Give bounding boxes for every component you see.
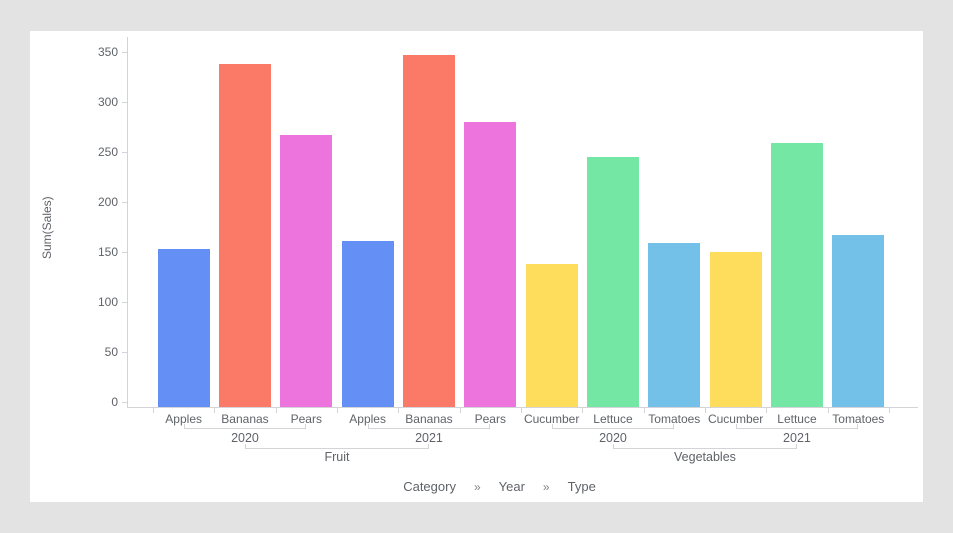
- bar-apples-2020[interactable]: [157, 249, 210, 407]
- y-tick-mark: [122, 152, 127, 153]
- x-tick-type-label: Cucumber: [523, 412, 580, 426]
- x-tick-category-label: Fruit: [324, 450, 350, 464]
- year-bracket-stub: [183, 424, 185, 428]
- year-bracket: [183, 428, 307, 429]
- x-tick-mark: [398, 407, 400, 413]
- year-bracket-stub: [551, 424, 553, 428]
- y-tick-label: 0: [111, 395, 118, 409]
- x-tick-mark: [214, 407, 216, 413]
- x-tick-mark: [643, 407, 645, 413]
- y-axis-line: [127, 37, 128, 407]
- bar-bananas-2020[interactable]: [218, 64, 271, 407]
- x-tick-type-label: Cucumber: [707, 412, 764, 426]
- x-axis-line: [127, 407, 918, 408]
- x-tick-type-label: Pears: [474, 412, 506, 426]
- y-tick-mark: [122, 302, 127, 303]
- bar-apples-2021[interactable]: [341, 241, 394, 407]
- chart-card: Sum(Sales) 0 50 100 150 200 250 300 350 Apples Ba…: [30, 31, 923, 502]
- year-bracket-stub: [857, 424, 859, 428]
- x-tick-mark: [827, 407, 829, 413]
- x-tick-year-label: 2021: [783, 431, 811, 445]
- x-tick-mark: [888, 407, 890, 413]
- bar-bananas-2021[interactable]: [402, 55, 455, 407]
- plot-area: 0 50 100 150 200 250 300 350 Apples Bananas Pears 2…: [30, 31, 923, 502]
- x-tick-type-label: Bananas: [405, 412, 453, 426]
- y-tick-mark: [122, 402, 127, 403]
- bar-tomatoes-2021[interactable]: [832, 235, 885, 407]
- year-bracket-stub: [489, 424, 491, 428]
- bar-cucumber-2020[interactable]: [525, 264, 578, 407]
- breadcrumb-year[interactable]: Year: [498, 479, 525, 494]
- x-tick-year-label: 2020: [231, 431, 259, 445]
- year-bracket: [367, 428, 491, 429]
- y-tick-mark: [122, 252, 127, 253]
- breadcrumb-type[interactable]: Type: [567, 479, 596, 494]
- breadcrumb-separator-icon: »: [473, 479, 481, 494]
- x-tick-mark: [520, 407, 522, 413]
- y-tick-label: 200: [97, 195, 118, 209]
- x-tick-type-label: Pears: [290, 412, 322, 426]
- x-tick-type-label: Lettuce: [593, 412, 633, 426]
- bar-pears-2021[interactable]: [464, 122, 517, 407]
- x-tick-mark: [582, 407, 584, 413]
- bar-lettuce-2021[interactable]: [770, 143, 823, 407]
- x-tick-mark: [704, 407, 706, 413]
- x-tick-year-label: 2021: [415, 431, 443, 445]
- bar-cucumber-2021[interactable]: [709, 252, 762, 407]
- year-bracket-stub: [735, 424, 737, 428]
- y-tick-label: 100: [97, 295, 118, 309]
- y-tick-label: 150: [97, 245, 118, 259]
- x-axis-breadcrumb: Category » Year » Type: [76, 479, 923, 494]
- y-tick-mark: [122, 52, 127, 53]
- category-bracket: [612, 448, 797, 449]
- x-tick-type-label: Apples: [165, 412, 203, 426]
- bar-tomatoes-2020[interactable]: [648, 243, 701, 407]
- breadcrumb-separator-icon: »: [542, 479, 550, 494]
- category-bracket-stub: [427, 444, 429, 448]
- y-tick-label: 350: [97, 45, 118, 59]
- bar-lettuce-2020[interactable]: [586, 157, 639, 407]
- y-tick-mark: [122, 202, 127, 203]
- x-tick-type-label: Bananas: [221, 412, 269, 426]
- category-bracket: [244, 448, 429, 449]
- category-bracket-stub: [795, 444, 797, 448]
- category-bracket-stub: [612, 444, 614, 448]
- bar-pears-2020[interactable]: [280, 135, 333, 407]
- y-tick-label: 300: [97, 95, 118, 109]
- category-bracket-stub: [244, 444, 246, 448]
- year-bracket: [551, 428, 675, 429]
- x-tick-mark: [459, 407, 461, 413]
- year-bracket: [735, 428, 859, 429]
- x-tick-type-label: Tomatoes: [832, 412, 885, 426]
- year-bracket-stub: [673, 424, 675, 428]
- x-tick-mark: [336, 407, 338, 413]
- x-tick-type-label: Apples: [349, 412, 386, 426]
- x-tick-mark: [153, 407, 154, 413]
- x-tick-category-label: Vegetables: [674, 450, 736, 464]
- y-tick-label: 250: [97, 145, 118, 159]
- x-tick-type-label: Tomatoes: [648, 412, 701, 426]
- year-bracket-stub: [305, 424, 307, 428]
- breadcrumb-category[interactable]: Category: [403, 479, 456, 494]
- x-tick-year-label: 2020: [599, 431, 627, 445]
- y-tick-mark: [122, 352, 127, 353]
- y-tick-label: 50: [104, 345, 118, 359]
- x-tick-type-label: Lettuce: [777, 412, 817, 426]
- year-bracket-stub: [367, 424, 369, 428]
- x-tick-mark: [766, 407, 768, 413]
- x-tick-mark: [275, 407, 277, 413]
- y-tick-mark: [122, 102, 127, 103]
